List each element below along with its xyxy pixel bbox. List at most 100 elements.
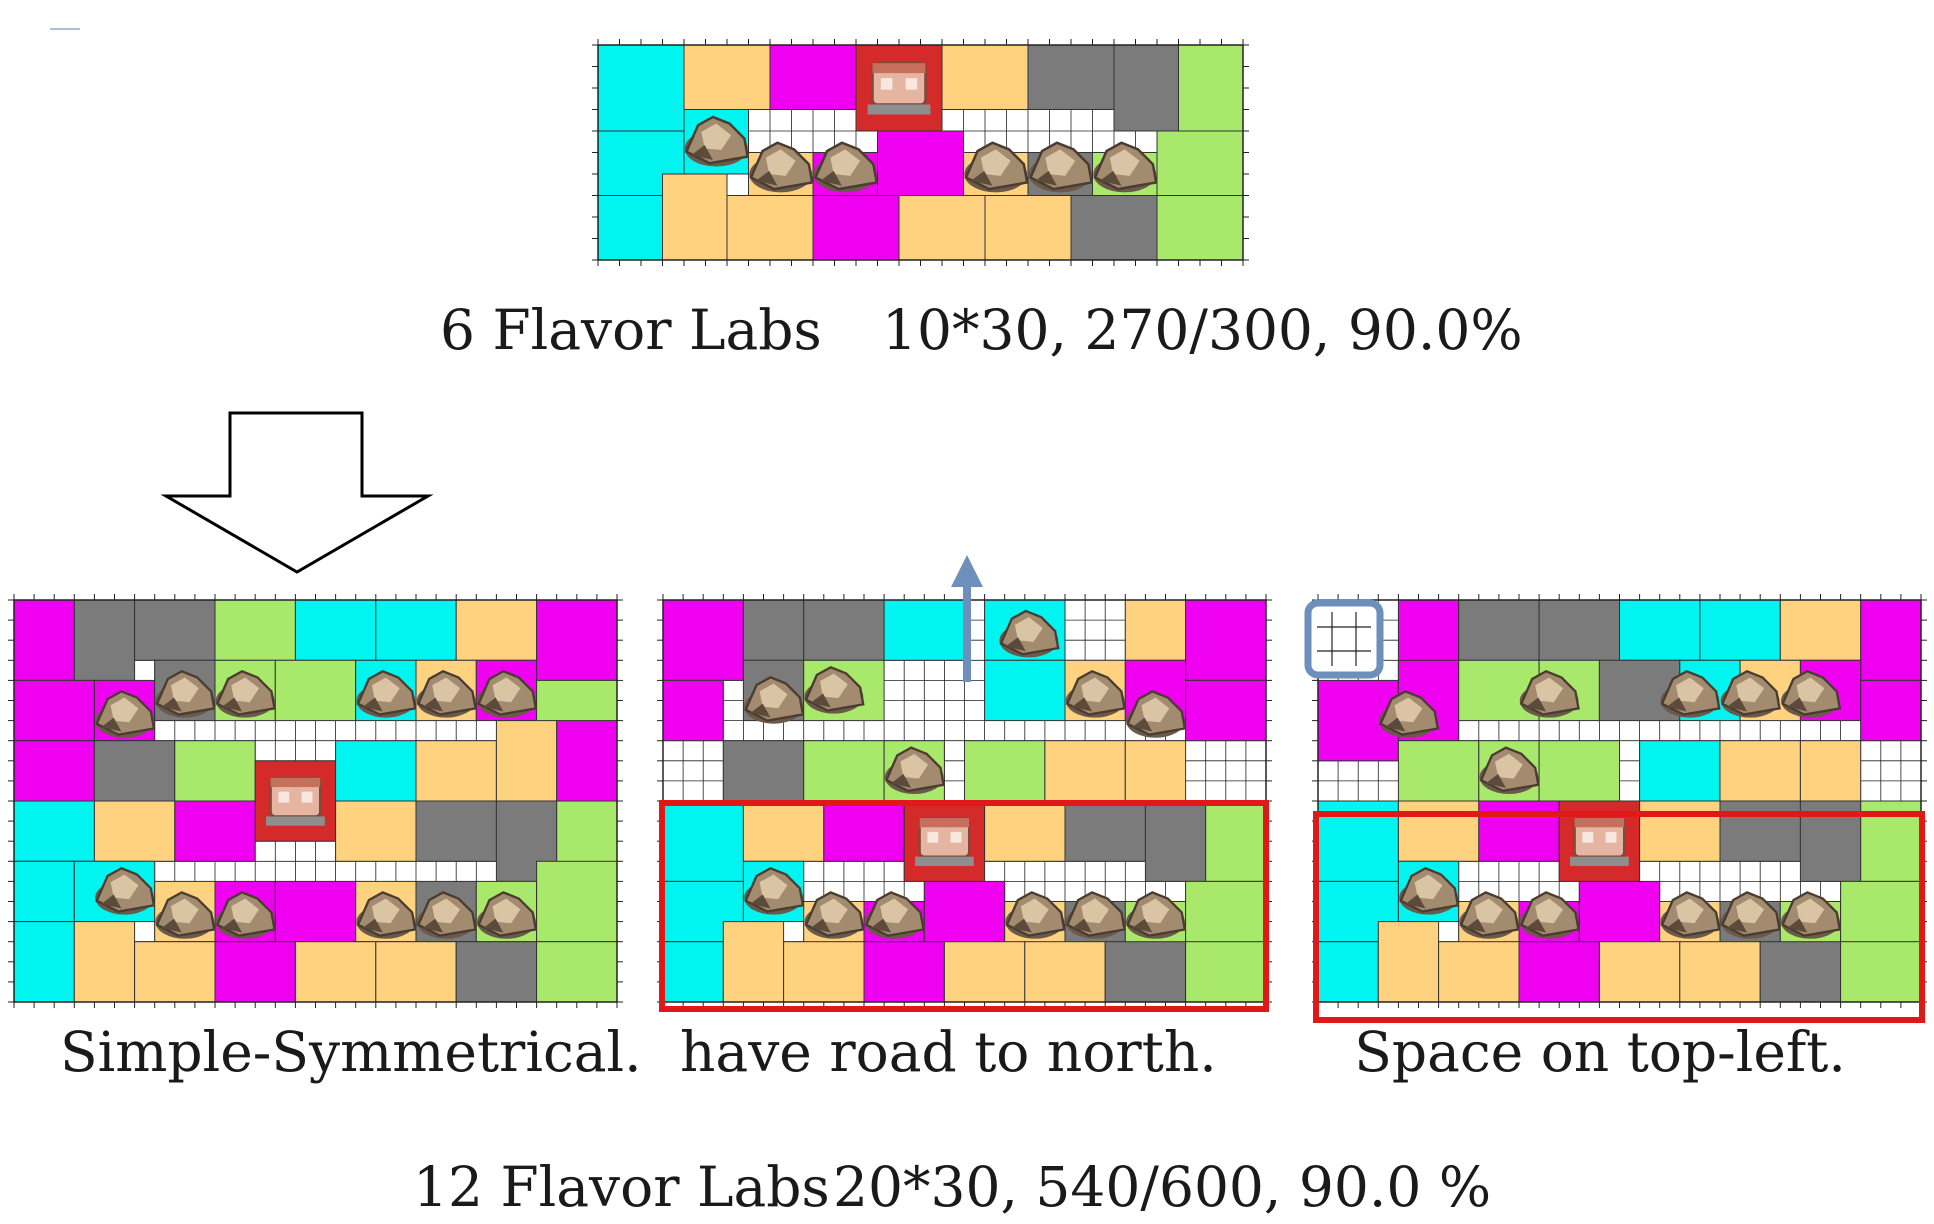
magenta-building (770, 45, 856, 110)
magenta-building (1186, 600, 1266, 680)
gray-building (1071, 196, 1157, 261)
empty-space-grid-icon (1308, 603, 1380, 675)
green-building (537, 942, 617, 1002)
gray-building (1028, 45, 1114, 110)
cyan-building (14, 801, 94, 861)
magenta-building (1186, 680, 1266, 740)
magenta-building (215, 942, 295, 1002)
tan-building (1398, 801, 1478, 861)
tan-building (1045, 741, 1125, 801)
tan-building (1599, 942, 1679, 1002)
tan-building (416, 741, 496, 801)
magenta-building (813, 196, 899, 261)
cyan-building (985, 660, 1065, 720)
tan-building (1439, 942, 1519, 1002)
tan-building (74, 922, 134, 1002)
tan-building (985, 801, 1065, 861)
magenta-building (824, 801, 904, 861)
gray-building (456, 942, 536, 1002)
tan-building (336, 801, 416, 861)
tan-building (942, 45, 1028, 110)
green-building (1179, 45, 1244, 131)
bottom-name-caption: 12 Flavor Labs (413, 1160, 830, 1215)
flavor-lab-building-icon (1570, 818, 1629, 866)
green-building (804, 741, 884, 801)
tan-building (1680, 942, 1760, 1002)
green-building (175, 741, 255, 801)
gray-building (1720, 801, 1800, 861)
tan-building (723, 922, 783, 1002)
gray-building (1114, 45, 1179, 131)
cyan-building (1640, 741, 1720, 801)
magenta-building (14, 600, 74, 680)
gray-building (1459, 600, 1539, 660)
cyan-building (14, 861, 74, 921)
layout-a-caption: Simple-Symmetrical. (60, 1025, 580, 1080)
gray-building (743, 600, 803, 660)
magenta-building (864, 942, 944, 1002)
tan-building (743, 801, 823, 861)
tan-building (1780, 600, 1860, 660)
green-building (275, 660, 355, 720)
magenta-building (275, 881, 355, 941)
tan-building (1640, 801, 1720, 861)
cyan-building (663, 942, 723, 1002)
gray-building (74, 600, 134, 680)
bottom-stats-caption: 20*30, 540/600, 90.0 % (833, 1160, 1491, 1215)
gray-building (723, 741, 803, 801)
top-left-space-layout-map (1312, 594, 1927, 1008)
cyan-building (1620, 600, 1700, 660)
tan-building (1378, 922, 1438, 1002)
flavor-lab-building-icon (266, 778, 325, 826)
tan-building (376, 942, 456, 1002)
gray-building (1065, 801, 1145, 861)
cyan-building (336, 741, 416, 801)
magenta-building (14, 680, 94, 740)
magenta-building (1479, 801, 1559, 861)
tan-building (944, 942, 1024, 1002)
magenta-building (557, 721, 617, 801)
tan-building (295, 942, 375, 1002)
magenta-building (663, 680, 723, 740)
tan-building (496, 721, 556, 801)
tan-building (985, 196, 1071, 261)
down-arrow-icon (166, 413, 428, 572)
flavor-lab-building-icon (868, 63, 931, 114)
tan-building (684, 45, 770, 110)
tan-building (456, 600, 536, 660)
flavor-lab-building-icon (915, 818, 974, 866)
cyan-building (598, 45, 684, 131)
north-arrow-head (951, 555, 983, 587)
tan-building (1125, 600, 1185, 660)
green-building (215, 600, 295, 660)
gray-building (804, 600, 884, 660)
magenta-building (1861, 600, 1921, 680)
green-building (1841, 942, 1921, 1002)
cyan-building (295, 600, 375, 660)
tan-building (1800, 741, 1860, 801)
top-stats-caption: 10*30, 270/300, 90.0% (882, 303, 1523, 358)
tan-building (1025, 942, 1105, 1002)
gray-building (1145, 801, 1205, 881)
cyan-building (884, 600, 964, 660)
gray-building (1105, 942, 1185, 1002)
cyan-building (14, 922, 74, 1002)
tan-building (135, 942, 215, 1002)
magenta-building (1519, 942, 1599, 1002)
tan-building (1125, 741, 1185, 801)
magenta-building (14, 741, 94, 801)
tan-building (899, 196, 985, 261)
tan-building (94, 801, 174, 861)
layout-c-caption: Space on top-left. (1340, 1025, 1860, 1080)
magenta-building (663, 600, 743, 680)
gray-building (94, 741, 174, 801)
magenta-building (175, 801, 255, 861)
green-building (1157, 196, 1243, 261)
tan-building (784, 942, 864, 1002)
green-building (537, 861, 617, 941)
cyan-building (663, 801, 743, 881)
green-building (965, 741, 1045, 801)
gray-building (416, 801, 496, 861)
magenta-building (537, 600, 617, 680)
top-name-caption: 6 Flavor Labs (440, 303, 822, 358)
